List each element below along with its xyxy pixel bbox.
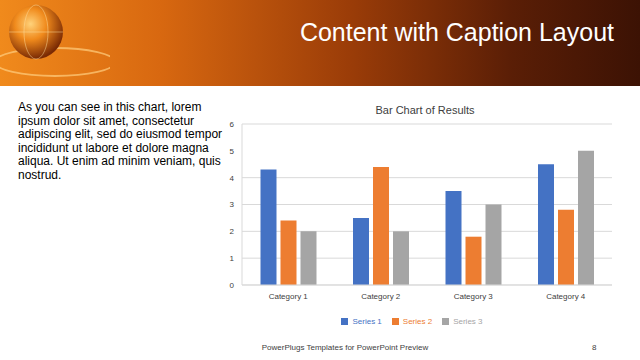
html-text:PowerPlugs Templates for Power: PowerPlugs Templates for PowerPoint Prev… [261,343,429,352]
svg-text:2: 2 [230,227,235,236]
svg-text:Category 2: Category 2 [361,292,401,301]
svg-text:Category 1: Category 1 [269,292,309,301]
svg-text:5: 5 [230,147,235,156]
svg-text:1: 1 [230,254,235,263]
svg-text:3: 3 [230,200,235,209]
html-text:8: 8 [592,343,597,352]
svg-text:Category 3: Category 3 [454,292,494,301]
svg-text:4: 4 [230,174,235,183]
html-text:Series 3: Series 3 [453,317,483,326]
html-text:Series 2: Series 2 [402,317,433,326]
svg-text:6: 6 [230,120,235,129]
svg-text:Category 4: Category 4 [546,292,586,301]
svg-text:0: 0 [230,281,235,290]
html-text:Bar Chart of Results: Bar Chart of Results [375,104,475,116]
html-text:Content with Caption Layout: Content with Caption Layout [299,18,614,46]
html-text:Series 1: Series 1 [352,317,382,326]
html-text:As you can see in this chart,: As you can see in this chart, lorem ipsu… [18,100,223,182]
